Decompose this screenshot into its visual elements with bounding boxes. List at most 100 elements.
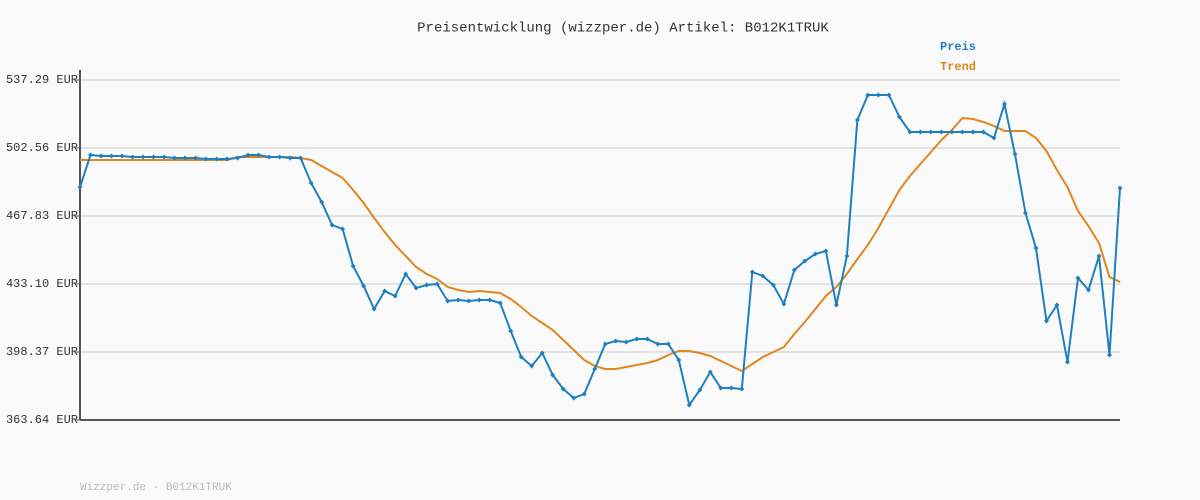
- point-marker: [602, 341, 608, 347]
- legend-entry: Preis: [940, 40, 976, 54]
- point-marker: [77, 184, 83, 190]
- point-marker: [917, 129, 923, 135]
- point-marker: [928, 129, 934, 135]
- point-marker: [1117, 185, 1123, 191]
- point-marker: [455, 297, 461, 303]
- point-marker: [182, 155, 188, 161]
- point-marker: [151, 154, 157, 160]
- point-marker: [791, 267, 797, 273]
- point-marker: [392, 293, 398, 299]
- point-marker: [224, 156, 230, 162]
- point-marker: [193, 155, 199, 161]
- point-marker: [949, 129, 955, 135]
- point-marker: [109, 153, 115, 159]
- point-marker: [529, 363, 535, 369]
- point-marker: [907, 129, 913, 135]
- y-tick-label: 502.56 EUR: [6, 141, 78, 155]
- point-marker: [1012, 151, 1018, 157]
- y-tick-label: 433.10 EUR: [6, 277, 78, 291]
- point-marker: [140, 154, 146, 160]
- point-marker: [623, 339, 629, 345]
- point-marker: [833, 302, 839, 308]
- point-marker: [728, 385, 734, 391]
- point-marker: [1075, 275, 1081, 281]
- point-marker: [970, 129, 976, 135]
- point-marker: [1064, 359, 1070, 365]
- point-marker: [266, 154, 272, 160]
- point-marker: [697, 387, 703, 393]
- y-tick-label: 398.37 EUR: [6, 345, 78, 359]
- point-marker: [119, 153, 125, 159]
- point-marker: [634, 336, 640, 342]
- y-tick-label: 363.64 EUR: [6, 413, 78, 427]
- point-marker: [739, 386, 745, 392]
- point-marker: [886, 92, 892, 98]
- point-marker: [676, 357, 682, 363]
- point-marker: [476, 297, 482, 303]
- point-marker: [560, 386, 566, 392]
- point-marker: [1054, 302, 1060, 308]
- point-marker: [130, 154, 136, 160]
- point-marker: [424, 282, 430, 288]
- point-marker: [707, 369, 713, 375]
- point-marker: [466, 298, 472, 304]
- point-marker: [256, 152, 262, 158]
- point-marker: [1043, 318, 1049, 324]
- point-marker: [1085, 287, 1091, 293]
- point-marker: [539, 350, 545, 356]
- point-marker: [686, 402, 692, 408]
- point-marker: [718, 385, 724, 391]
- point-marker: [1022, 210, 1028, 216]
- point-marker: [613, 338, 619, 344]
- point-marker: [571, 395, 577, 401]
- point-marker: [403, 271, 409, 277]
- point-marker: [329, 222, 335, 228]
- point-marker: [896, 114, 902, 120]
- point-marker: [287, 155, 293, 161]
- point-marker: [298, 155, 304, 161]
- point-marker: [991, 135, 997, 141]
- point-marker: [655, 341, 661, 347]
- point-marker: [445, 298, 451, 304]
- chart-title: Preisentwicklung (wizzper.de) Artikel: B…: [417, 21, 829, 37]
- point-marker: [371, 306, 377, 312]
- point-marker: [854, 117, 860, 123]
- point-marker: [245, 152, 251, 158]
- y-tick-label: 537.29 EUR: [6, 73, 78, 87]
- point-marker: [508, 328, 514, 334]
- point-marker: [1096, 253, 1102, 259]
- point-marker: [980, 129, 986, 135]
- point-marker: [434, 281, 440, 287]
- point-marker: [1001, 101, 1007, 107]
- point-marker: [361, 283, 367, 289]
- point-marker: [88, 152, 94, 158]
- point-marker: [319, 199, 325, 205]
- point-marker: [749, 269, 755, 275]
- point-marker: [518, 354, 524, 360]
- point-marker: [214, 156, 220, 162]
- point-marker: [172, 155, 178, 161]
- point-marker: [550, 372, 556, 378]
- point-marker: [308, 180, 314, 186]
- series-line: [79, 93, 1121, 408]
- point-marker: [1033, 245, 1039, 251]
- point-marker: [665, 341, 671, 347]
- point-marker: [350, 263, 356, 269]
- point-marker: [760, 273, 766, 279]
- point-marker: [413, 285, 419, 291]
- point-marker: [487, 297, 493, 303]
- point-marker: [812, 251, 818, 257]
- point-marker: [203, 156, 209, 162]
- point-marker: [644, 336, 650, 342]
- series-line: [80, 116, 1121, 373]
- point-marker: [382, 288, 388, 294]
- point-marker: [98, 153, 104, 159]
- point-marker: [592, 366, 598, 372]
- point-marker: [277, 154, 283, 160]
- point-marker: [497, 300, 503, 306]
- point-marker: [770, 282, 776, 288]
- point-marker: [161, 154, 167, 160]
